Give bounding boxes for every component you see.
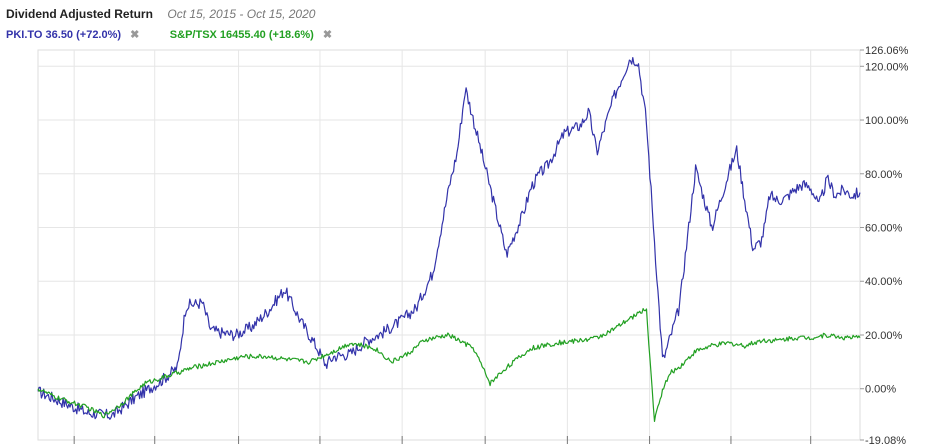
- date-range: Oct 15, 2015 - Oct 15, 2020: [167, 7, 316, 21]
- series-line-pki: [37, 57, 861, 420]
- series-line-tsx: [37, 308, 861, 422]
- legend-label: S&P/TSX 16455.40 (+18.6%): [169, 29, 314, 41]
- title-row: Dividend Adjusted Return Oct 15, 2015 - …: [6, 5, 906, 23]
- legend: PKI.TO 36.50 (+72.0%) ✖ S&P/TSX 16455.40…: [6, 25, 906, 43]
- legend-item-tsx: S&P/TSX 16455.40 (+18.6%) ✖: [170, 26, 332, 44]
- y-tick-label: 120.00%: [865, 61, 909, 73]
- y-tick-label: 126.06%: [865, 45, 909, 57]
- y-tick-label: 60.00%: [865, 223, 903, 235]
- y-tick-label: -19.08%: [865, 435, 906, 447]
- chart-grid: [37, 49, 861, 441]
- y-axis-ticks: -19.08% 0.00% 20.00% 40.00% 60.00% 80.00% 100.…: [860, 45, 909, 447]
- y-tick-label: 20.00%: [865, 330, 903, 342]
- y-tick-label: 80.00%: [865, 169, 903, 181]
- y-tick-label: 0.00%: [865, 384, 896, 396]
- legend-label: PKI.TO 36.50 (+72.0%): [6, 29, 122, 41]
- chart-series: [37, 57, 861, 422]
- chart-header: Dividend Adjusted Return Oct 15, 2015 - …: [6, 5, 906, 43]
- y-tick-label: 100.00%: [865, 115, 909, 127]
- chart-title: Dividend Adjusted Return: [6, 7, 153, 21]
- y-tick-label: 40.00%: [865, 276, 903, 288]
- x-axis-ticks: [73, 436, 812, 444]
- plot-frame: [37, 49, 861, 441]
- remove-series-icon[interactable]: ✖: [322, 29, 333, 41]
- remove-series-icon[interactable]: ✖: [130, 29, 140, 41]
- legend-item-pki: PKI.TO 36.50 (+72.0%) ✖: [6, 26, 139, 44]
